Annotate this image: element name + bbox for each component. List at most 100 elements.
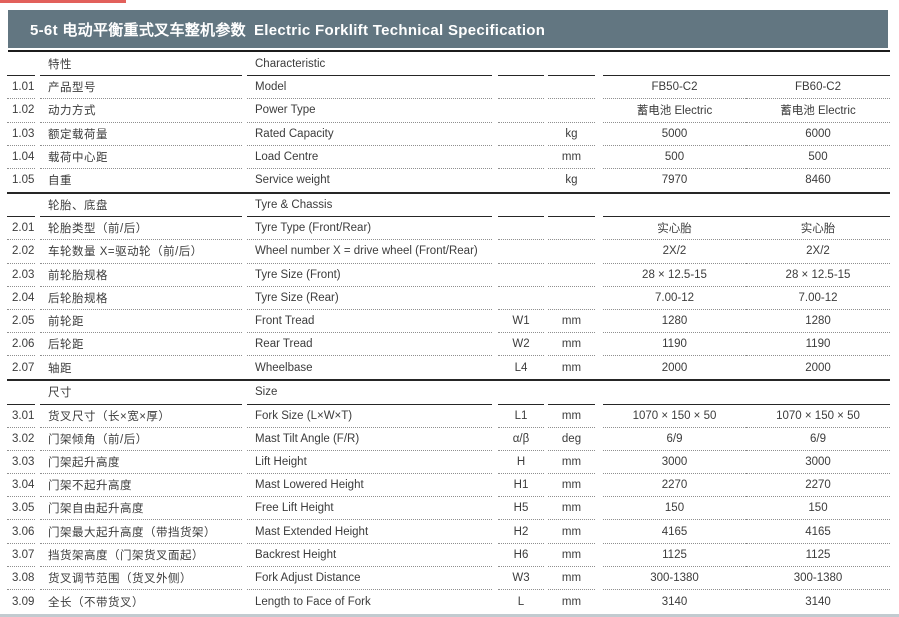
row-number: 2.04 — [7, 287, 35, 310]
row-unit: mm — [548, 333, 595, 357]
row-name-en: Tyre Type (Front/Rear) — [247, 217, 492, 241]
section-title-en: Size — [247, 381, 492, 405]
row-name-cn: 前轮胎规格 — [40, 264, 242, 287]
section-col-model1 — [603, 194, 746, 218]
row-unit — [548, 287, 595, 310]
row-name-cn: 货叉调节范围（货叉外侧） — [40, 567, 242, 590]
page-bottom-border — [0, 614, 899, 617]
row-symbol: H6 — [498, 544, 544, 567]
table-row: 1.01 产品型号 Model FB50-C2 FB60-C2 — [7, 76, 890, 100]
row-name-en: Service weight — [255, 174, 330, 187]
table-row: 2.04 后轮胎规格 Tyre Size (Rear) 7.00-12 7.00… — [7, 287, 890, 310]
section-col-number — [7, 381, 35, 405]
row-number: 2.07 — [12, 361, 35, 374]
row-value-fb60c2: 3140 — [805, 595, 831, 608]
row-unit: mm — [548, 451, 595, 475]
spec-table: 特性 Characteristic 1.01 产品型号 Model FB50-C… — [7, 53, 890, 613]
row-value-fb60c2: 1070 × 150 × 50 — [746, 405, 890, 428]
table-row: 3.06 门架最大起升高度（带挡货架） Mast Extended Height… — [7, 520, 890, 544]
row-symbol — [498, 123, 544, 146]
table-row: 2.06 后轮距 Rear Tread W2 mm 1190 1190 — [7, 333, 890, 357]
row-value-fb60c2: 3000 — [746, 451, 890, 475]
table-row: 3.04 门架不起升高度 Mast Lowered Height H1 mm 2… — [7, 474, 890, 498]
section-col-number — [7, 53, 35, 77]
row-symbol: H — [498, 451, 544, 475]
row-value-fb50c2: 1280 — [603, 310, 746, 334]
table-row: 3.02 门架倾角（前/后） Mast Tilt Angle (F/R) α/β… — [7, 428, 890, 451]
table-row: 3.09 全长（不带货叉） Length to Face of Fork L m… — [7, 590, 890, 613]
row-unit: mm — [548, 497, 595, 521]
title-bar: 5-6t 电动平衡重式叉车整机参数 Electric Forklift Techn… — [8, 10, 888, 48]
row-value-fb50c2: 7970 — [661, 174, 688, 187]
row-name-en: Wheelbase — [255, 361, 313, 374]
row-number: 2.03 — [7, 264, 35, 287]
row-value-fb50c2: 3000 — [603, 451, 746, 475]
row-number: 3.09 — [12, 595, 35, 608]
row-value-fb50c2: 2270 — [603, 474, 746, 498]
row-symbol — [498, 217, 544, 241]
row-number: 3.02 — [7, 428, 35, 451]
row-value-fb50c2: FB50-C2 — [603, 76, 746, 100]
row-name-cn: 门架自由起升高度 — [40, 497, 242, 521]
row-value-fb50c2: 2X/2 — [603, 240, 746, 264]
row-unit: mm — [548, 544, 595, 567]
row-name-cn: 门架倾角（前/后） — [40, 428, 242, 451]
row-unit: mm — [548, 310, 595, 334]
row-number: 1.04 — [7, 146, 35, 169]
section-col-model2 — [746, 194, 890, 218]
section-col-unit — [548, 194, 595, 218]
section-col-model2 — [746, 53, 890, 77]
row-name-cn: 自重 — [48, 175, 72, 188]
row-number: 3.07 — [7, 544, 35, 567]
row-name-en: Power Type — [247, 99, 492, 123]
row-number: 3.03 — [7, 451, 35, 475]
row-value-fb60c2: 6000 — [746, 123, 890, 146]
row-name-cn: 产品型号 — [40, 76, 242, 100]
row-value-fb60c2: 1125 — [746, 544, 890, 567]
section-header-row: 特性 Characteristic — [7, 53, 890, 77]
row-name-en: Rear Tread — [247, 333, 492, 357]
row-value-fb50c2: 1190 — [603, 333, 746, 357]
row-unit: mm — [548, 405, 595, 428]
row-name-cn: 额定载荷量 — [40, 123, 242, 146]
row-symbol: W3 — [498, 567, 544, 590]
title-divider — [8, 50, 890, 52]
row-value-fb60c2: 8460 — [805, 174, 831, 187]
row-name-cn: 门架最大起升高度（带挡货架） — [40, 520, 242, 544]
row-number: 3.04 — [7, 474, 35, 498]
section-title-en: Characteristic — [247, 53, 492, 77]
row-unit: mm — [548, 146, 595, 169]
section-col-symbol — [498, 381, 544, 405]
row-value-fb60c2: 7.00-12 — [746, 287, 890, 310]
row-number: 1.02 — [7, 99, 35, 123]
row-name-cn: 轮胎类型（前/后） — [40, 217, 242, 241]
row-value-fb50c2: 1125 — [603, 544, 746, 567]
row-number: 1.03 — [7, 123, 35, 146]
section-title-en: Tyre & Chassis — [247, 194, 492, 218]
row-name-en: Fork Size (L×W×T) — [247, 405, 492, 428]
row-name-en: Length to Face of Fork — [255, 595, 371, 608]
row-value-fb60c2: FB60-C2 — [746, 76, 890, 100]
table-row: 2.07 轴距 Wheelbase L4 mm 2000 2000 — [7, 356, 890, 381]
row-name-en: Mast Extended Height — [247, 520, 492, 544]
section-col-symbol — [498, 53, 544, 77]
row-name-en: Model — [247, 76, 492, 100]
row-symbol: L4 — [514, 361, 528, 374]
row-value-fb60c2: 2270 — [746, 474, 890, 498]
table-row: 1.03 额定载荷量 Rated Capacity kg 5000 6000 — [7, 123, 890, 146]
accent-bar — [0, 0, 126, 3]
row-name-cn: 全长（不带货叉） — [48, 596, 144, 609]
row-name-cn: 轴距 — [48, 362, 72, 375]
row-symbol — [498, 99, 544, 123]
row-value-fb50c2: 蓄电池 Electric — [603, 99, 746, 123]
row-name-en: Load Centre — [247, 146, 492, 169]
row-name-en: Mast Lowered Height — [247, 474, 492, 498]
section-col-model2 — [746, 381, 890, 405]
row-unit: kg — [565, 174, 578, 187]
page-title-cn: 5-6t 电动平衡重式叉车整机参数 — [30, 21, 246, 39]
row-symbol — [498, 264, 544, 287]
section-col-model1 — [603, 381, 746, 405]
row-name-cn: 门架起升高度 — [40, 451, 242, 475]
row-number: 3.05 — [7, 497, 35, 521]
row-value-fb60c2: 蓄电池 Electric — [746, 99, 890, 123]
